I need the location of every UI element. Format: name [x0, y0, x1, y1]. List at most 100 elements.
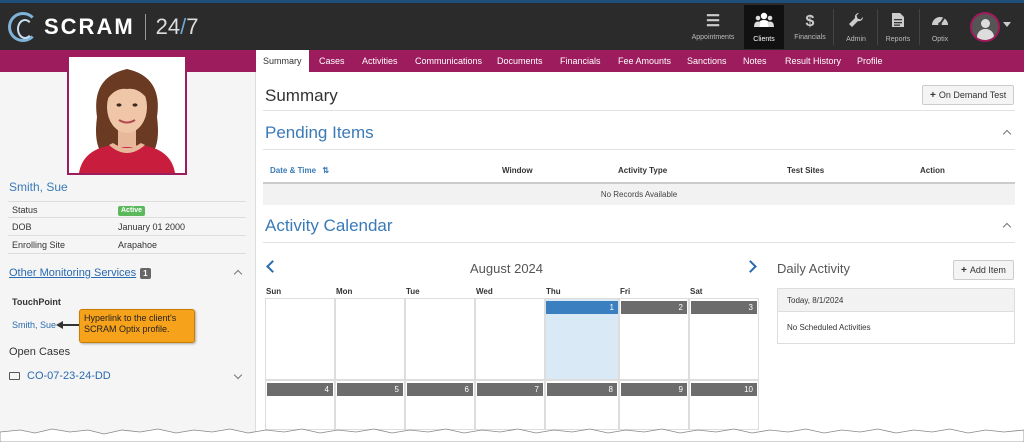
column-test-sites: Test Sites — [787, 166, 825, 175]
divider — [263, 149, 1015, 150]
nav-appointments[interactable]: ☰ Appointments — [686, 5, 740, 49]
calendar-day[interactable]: 3 — [689, 298, 759, 380]
brand-tagline: 24/7 — [155, 14, 199, 39]
add-item-button[interactable]: + Add Item — [953, 260, 1014, 280]
callout-arrow-line — [62, 324, 79, 326]
no-records-message: No Records Available — [263, 184, 1015, 205]
calendar-day[interactable]: 7 — [475, 380, 545, 430]
case-link[interactable]: CO-07-23-24-DD — [9, 370, 111, 382]
tab-activities[interactable]: Activities — [362, 56, 398, 66]
enrolling-site-row: Enrolling Site Arapahoe — [8, 237, 246, 254]
annotation-callout: Hyperlink to the client's SCRAM Optix pr… — [79, 309, 195, 343]
dob-row: DOB January 01 2000 — [8, 219, 246, 236]
nav-label: Reports — [885, 35, 911, 43]
on-demand-test-button[interactable]: + On Demand Test — [922, 85, 1015, 105]
tab-fee-amounts[interactable]: Fee Amounts — [618, 56, 672, 66]
calendar-day[interactable]: 2 — [619, 298, 689, 380]
tab-cases[interactable]: Cases — [319, 56, 345, 66]
case-id: CO-07-23-24-DD — [27, 370, 111, 382]
calendar-day[interactable]: 8 — [545, 380, 619, 430]
day-number: 5 — [337, 383, 403, 396]
plus-icon: + — [961, 265, 967, 276]
gauge-icon — [931, 12, 949, 32]
sort-icon: ⇅ — [322, 166, 330, 175]
column-activity-type: Activity Type — [618, 166, 668, 175]
tab-summary[interactable]: Summary — [256, 50, 309, 72]
avatar-head — [981, 19, 990, 28]
weekday-sun: Sun — [266, 287, 282, 296]
divider — [263, 242, 1015, 243]
calendar-day[interactable]: 9 — [619, 380, 689, 430]
day-number: 10 — [691, 383, 757, 396]
collapse-calendar-chevron-icon[interactable] — [1002, 222, 1012, 232]
scram-logo[interactable]: SCRAM 24/7 — [8, 9, 199, 45]
column-date-time[interactable]: Date & Time ⇅ — [270, 166, 329, 175]
calendar-day[interactable]: 10 — [689, 380, 759, 430]
plus-icon: + — [930, 90, 936, 101]
add-item-label: Add Item — [969, 265, 1006, 275]
calendar-cell-empty — [405, 298, 475, 380]
weekday-thu: Thu — [546, 287, 561, 296]
list-icon: ☰ — [705, 12, 721, 30]
open-cases-heading: Open Cases — [9, 346, 71, 358]
day-number: 2 — [621, 301, 687, 314]
calendar-month: August 2024 — [470, 261, 544, 276]
nav-label: Clients — [753, 35, 775, 43]
nav-clients[interactable]: Clients — [744, 5, 784, 49]
on-demand-test-label: On Demand Test — [938, 90, 1007, 100]
nav-label: Optix — [931, 35, 949, 43]
day-number: 9 — [621, 383, 687, 396]
user-menu-caret-icon[interactable] — [1003, 22, 1011, 27]
collapse-pending-chevron-icon[interactable] — [1002, 129, 1012, 139]
day-number: 4 — [267, 383, 333, 396]
day-number: 7 — [477, 383, 543, 396]
nav-optix[interactable]: Optix — [922, 5, 958, 49]
other-monitoring-services-link[interactable]: Other Monitoring Services 1 — [9, 267, 151, 279]
calendar-cell-empty — [335, 298, 405, 380]
calendar-cell-empty — [475, 298, 545, 380]
calendar-day[interactable]: 6 — [405, 380, 475, 430]
document-icon — [891, 12, 905, 32]
tab-profile[interactable]: Profile — [857, 56, 883, 66]
column-date-time-label: Date & Time — [270, 166, 317, 175]
user-avatar[interactable] — [970, 12, 1000, 42]
top-navigation-bar: SCRAM 24/7 ☰ Appointments Clients $ Fina… — [0, 0, 1024, 50]
calendar-cell-empty — [265, 298, 335, 380]
calendar-day[interactable]: 4 — [265, 380, 335, 430]
tab-documents[interactable]: Documents — [497, 56, 543, 66]
pending-items-title: Pending Items — [265, 123, 374, 142]
day-number: 6 — [407, 383, 473, 396]
dollar-icon: $ — [805, 12, 815, 30]
column-action: Action — [920, 166, 945, 175]
tab-communications[interactable]: Communications — [415, 56, 483, 66]
divider — [263, 110, 1015, 111]
nav-divider — [919, 9, 920, 45]
logo-separator — [144, 14, 146, 40]
calendar-day[interactable]: 5 — [335, 380, 405, 430]
users-icon — [754, 12, 774, 32]
tab-result-history[interactable]: Result History — [785, 56, 842, 66]
nav-reports[interactable]: Reports — [880, 5, 916, 49]
column-window: Window — [502, 166, 533, 175]
previous-month-icon[interactable] — [266, 260, 279, 273]
status-badge: Active — [118, 205, 146, 216]
wrench-icon — [848, 12, 864, 32]
nav-admin[interactable]: Admin — [838, 5, 874, 49]
weekday-tue: Tue — [406, 287, 420, 296]
day-number: 8 — [547, 383, 617, 396]
avatar-body — [977, 29, 994, 40]
tab-notes[interactable]: Notes — [743, 56, 767, 66]
touchpoint-heading: TouchPoint — [12, 297, 61, 307]
activity-calendar-title: Activity Calendar — [265, 216, 393, 235]
daily-activity-title: Daily Activity — [777, 261, 850, 276]
nav-label: Appointments — [691, 33, 735, 41]
calendar-day-today[interactable]: 1 — [545, 298, 619, 380]
tab-sanctions[interactable]: Sanctions — [687, 56, 727, 66]
nav-label: Admin — [846, 35, 866, 43]
status-label: Status — [12, 205, 38, 215]
nav-financials[interactable]: $ Financials — [790, 5, 830, 49]
enrolling-site-label: Enrolling Site — [12, 240, 66, 250]
next-month-icon[interactable] — [744, 260, 757, 273]
optix-profile-link[interactable]: Smith, Sue — [12, 320, 57, 330]
tab-financials[interactable]: Financials — [560, 56, 601, 66]
